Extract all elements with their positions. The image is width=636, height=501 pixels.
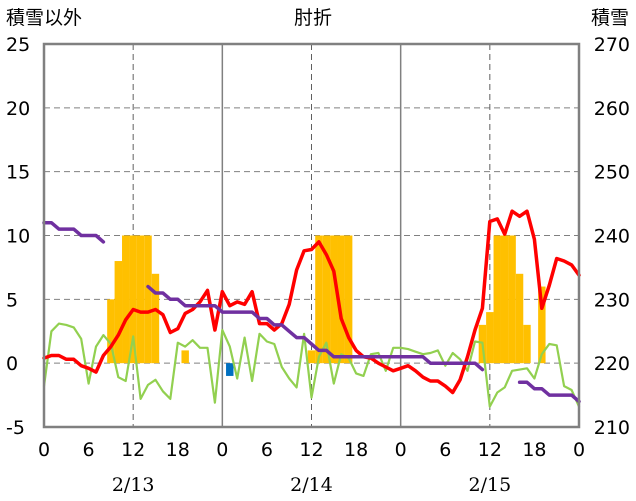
y-left-tick-label: 25 xyxy=(6,34,30,56)
date-label: 2/14 xyxy=(290,474,333,496)
bar-precip xyxy=(181,350,189,364)
bar-precip xyxy=(500,235,509,364)
y-left-tick-label: 0 xyxy=(6,353,18,375)
y-right-tick-label: 260 xyxy=(594,98,630,120)
x-tick-label: 12 xyxy=(299,439,323,461)
y-left-tick-label: 20 xyxy=(6,98,30,120)
x-tick-label: 0 xyxy=(216,439,228,461)
bar-precip_negative xyxy=(226,363,234,376)
bar-precip xyxy=(523,324,531,364)
tick-labels: -5 0 5 10 15 20 25 210 220 230 240 250 260 270 0 6 12 18 0… xyxy=(6,34,630,496)
x-tick-label: 6 xyxy=(439,439,451,461)
y-right-tick-label: 230 xyxy=(594,289,630,311)
x-tick-label: 0 xyxy=(573,439,585,461)
right-axis-label: 積雪 xyxy=(591,7,629,29)
y-right-tick-label: 250 xyxy=(594,162,630,184)
bar-precip xyxy=(151,273,160,364)
x-tick-label: 18 xyxy=(522,439,546,461)
plot-frame xyxy=(42,42,581,429)
bar-precip xyxy=(538,286,546,364)
bar-precip xyxy=(486,312,494,364)
bar-precip xyxy=(344,235,353,364)
line-snow_depth xyxy=(42,220,106,244)
x-tick-label: 0 xyxy=(395,439,407,461)
bar-precip xyxy=(330,235,338,364)
bar-precip xyxy=(129,235,137,364)
bar-precip xyxy=(107,299,115,364)
date-label: 2/15 xyxy=(468,474,511,496)
x-tick-label: 12 xyxy=(478,439,502,461)
y-left-tick-label: 5 xyxy=(6,289,18,311)
bar-precip xyxy=(122,235,130,364)
line-series xyxy=(42,209,581,408)
line-temperature xyxy=(42,209,581,395)
line-snow_depth xyxy=(146,284,485,372)
x-tick-label: 18 xyxy=(344,439,368,461)
y-left-tick-label: -5 xyxy=(6,417,25,439)
bar-precip xyxy=(136,235,145,364)
bar-precip xyxy=(307,350,316,364)
bar-precip xyxy=(508,235,516,364)
y-left-tick-label: 10 xyxy=(6,226,30,248)
y-left-tick-label: 15 xyxy=(6,162,30,184)
y-right-tick-label: 240 xyxy=(594,226,630,248)
y-right-tick-label: 220 xyxy=(594,353,630,375)
line-snow_depth xyxy=(517,380,581,404)
bar-precip xyxy=(515,273,524,364)
x-tick-label: 6 xyxy=(261,439,273,461)
bar-precip xyxy=(493,235,501,364)
date-label: 2/13 xyxy=(112,474,155,496)
bar-precip xyxy=(144,235,152,364)
bar-series xyxy=(107,235,546,376)
x-tick-label: 6 xyxy=(83,439,95,461)
y-right-tick-label: 270 xyxy=(594,34,630,56)
bar-precip xyxy=(322,235,331,364)
left-axis-label: 積雪以外 xyxy=(6,7,82,29)
x-tick-label: 0 xyxy=(38,439,50,461)
x-tick-label: 18 xyxy=(166,439,190,461)
line-other xyxy=(42,322,581,408)
y-right-tick-label: 210 xyxy=(594,417,630,439)
bar-precip xyxy=(114,261,123,364)
chart-title: 肘折 xyxy=(294,7,332,29)
x-tick-label: 12 xyxy=(121,439,145,461)
bar-precip xyxy=(315,235,323,364)
bar-precip xyxy=(337,235,345,364)
